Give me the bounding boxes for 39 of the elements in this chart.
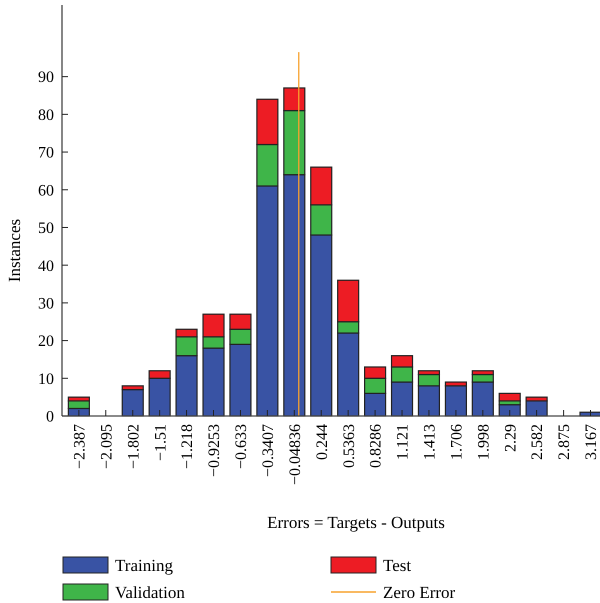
x-tick-label: −1.218 bbox=[179, 424, 196, 470]
y-tick-label: 40 bbox=[38, 258, 54, 275]
bar bbox=[498, 392, 521, 402]
x-tick-label: −1.51 bbox=[152, 424, 170, 462]
x-tick-label: −2.095 bbox=[98, 424, 116, 470]
x-tick-label: 1.706 bbox=[448, 424, 466, 460]
bar bbox=[444, 385, 468, 417]
legend-label: Training bbox=[115, 556, 174, 575]
y-tick-label: 20 bbox=[38, 333, 54, 350]
x-tick-label: −0.633 bbox=[233, 424, 250, 470]
legend-label: Zero Error bbox=[383, 582, 456, 602]
bar bbox=[122, 389, 144, 417]
x-tick-label: 3.167 bbox=[583, 424, 600, 460]
legend-label: Validation bbox=[115, 582, 186, 602]
y-tick-label: 70 bbox=[38, 144, 54, 162]
y-axis-title: Instances bbox=[5, 218, 24, 282]
y-tick-label: 80 bbox=[38, 106, 54, 124]
y-tick-label: 50 bbox=[38, 220, 54, 238]
x-tick-label: 1.998 bbox=[475, 424, 492, 460]
x-tick-label: 0.244 bbox=[314, 424, 331, 460]
legend-label: Test bbox=[383, 556, 412, 575]
x-tick-label: 1.121 bbox=[394, 424, 412, 460]
y-tick-label: 60 bbox=[38, 182, 54, 200]
y-tick-label: 90 bbox=[38, 69, 54, 86]
x-tick-label: −1.802 bbox=[125, 424, 142, 470]
x-tick-label: 2.582 bbox=[529, 424, 546, 460]
x-tick-label: 0.8286 bbox=[368, 424, 385, 468]
x-tick-label: 1.413 bbox=[422, 424, 439, 460]
x-tick-label: 0.5363 bbox=[340, 424, 358, 468]
x-tick-label: −0.3407 bbox=[260, 424, 277, 478]
x-tick-label: −0.9253 bbox=[206, 424, 224, 478]
x-tick-label: 2.875 bbox=[556, 424, 574, 460]
x-tick-label: 2.29 bbox=[502, 424, 520, 452]
y-tick-label: 0 bbox=[46, 408, 54, 426]
y-tick-label: 30 bbox=[38, 295, 54, 312]
y-tick-label: 10 bbox=[38, 370, 54, 388]
x-axis-title: Errors = Targets - Outputs bbox=[267, 513, 445, 532]
x-tick-label: −2.387 bbox=[71, 424, 88, 470]
x-tick-label: −0.04836 bbox=[286, 424, 304, 486]
